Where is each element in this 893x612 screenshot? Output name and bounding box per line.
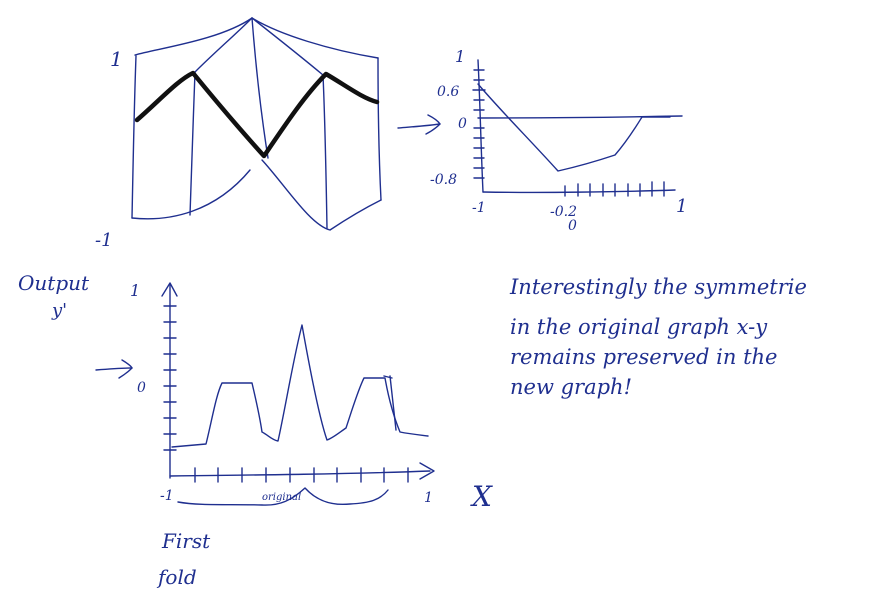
fold-vertical-center [251, 17, 269, 159]
output-x-axis [169, 470, 431, 477]
fold-vertical-left [189, 71, 196, 216]
fold-top-label: 1 [110, 47, 123, 71]
small-plot-y-high: 0.6 [437, 84, 459, 100]
output-x-ticks [194, 467, 409, 483]
output-curve [171, 324, 429, 448]
fold-left-edge [131, 55, 137, 219]
output-y-label-line2: y' [51, 300, 67, 321]
output-plot: Output y' 1 0 original -1 1 X First fold [18, 271, 493, 589]
arrow-right-icon [397, 114, 441, 135]
output-fold-label-line1: First [161, 529, 211, 553]
output-y-axis-arrow [161, 282, 178, 297]
note-line-1: Interestingly the symmetrie [509, 275, 807, 299]
note-line-4: new graph! [510, 375, 632, 399]
fold-sketch: 1 -1 [95, 17, 382, 251]
fold-vertical-right [322, 74, 328, 229]
small-plot-x-ticks [564, 181, 665, 197]
arrow-right-icon [95, 359, 133, 379]
output-x-right: 1 [424, 490, 433, 506]
output-fold-label-line2: fold [156, 565, 197, 589]
small-plot-y-low: -0.8 [430, 172, 457, 188]
fold-crease-left [194, 17, 253, 73]
fold-bottom-right [261, 159, 382, 231]
fold-bottom-left [131, 169, 251, 220]
output-brace-label: original [262, 492, 301, 503]
output-brace [177, 487, 389, 506]
small-plot-y-zero: 0 [458, 116, 467, 132]
small-plot-y-top: 1 [455, 47, 465, 66]
fold-outline-left-top [134, 17, 253, 56]
note-line-3: remains preserved in the [510, 345, 777, 369]
output-y-zero: 0 [137, 380, 146, 396]
small-plot-curve [477, 83, 671, 172]
small-plot-x-mid-sub: 0 [568, 218, 577, 234]
small-plot: 1 0.6 0 -0.8 -1 -0.2 0 1 [430, 47, 687, 234]
output-x-left: -1 [160, 488, 174, 504]
handwritten-note: Interestingly the symmetrie in the origi… [509, 275, 807, 399]
output-curve-tick [383, 375, 397, 431]
fold-bold-curve [134, 70, 380, 159]
output-y-top: 1 [130, 281, 140, 300]
fold-right-edge [377, 57, 382, 201]
output-y-label-line1: Output [18, 271, 90, 295]
small-plot-x-left: -1 [472, 200, 486, 216]
output-x-axis-arrow [419, 462, 435, 480]
note-line-2: in the original graph x-y [510, 315, 768, 339]
fold-outline-right-top [251, 17, 379, 59]
small-plot-x-mid: -0.2 [550, 204, 577, 220]
output-y-ticks [163, 305, 177, 451]
small-plot-x-right: 1 [676, 196, 687, 217]
fold-bottom-label: -1 [95, 230, 113, 251]
fold-crease-right [251, 17, 324, 76]
small-plot-x-axis [482, 189, 676, 194]
output-x-name: X [470, 480, 493, 513]
small-plot-y-ticks [472, 69, 486, 179]
